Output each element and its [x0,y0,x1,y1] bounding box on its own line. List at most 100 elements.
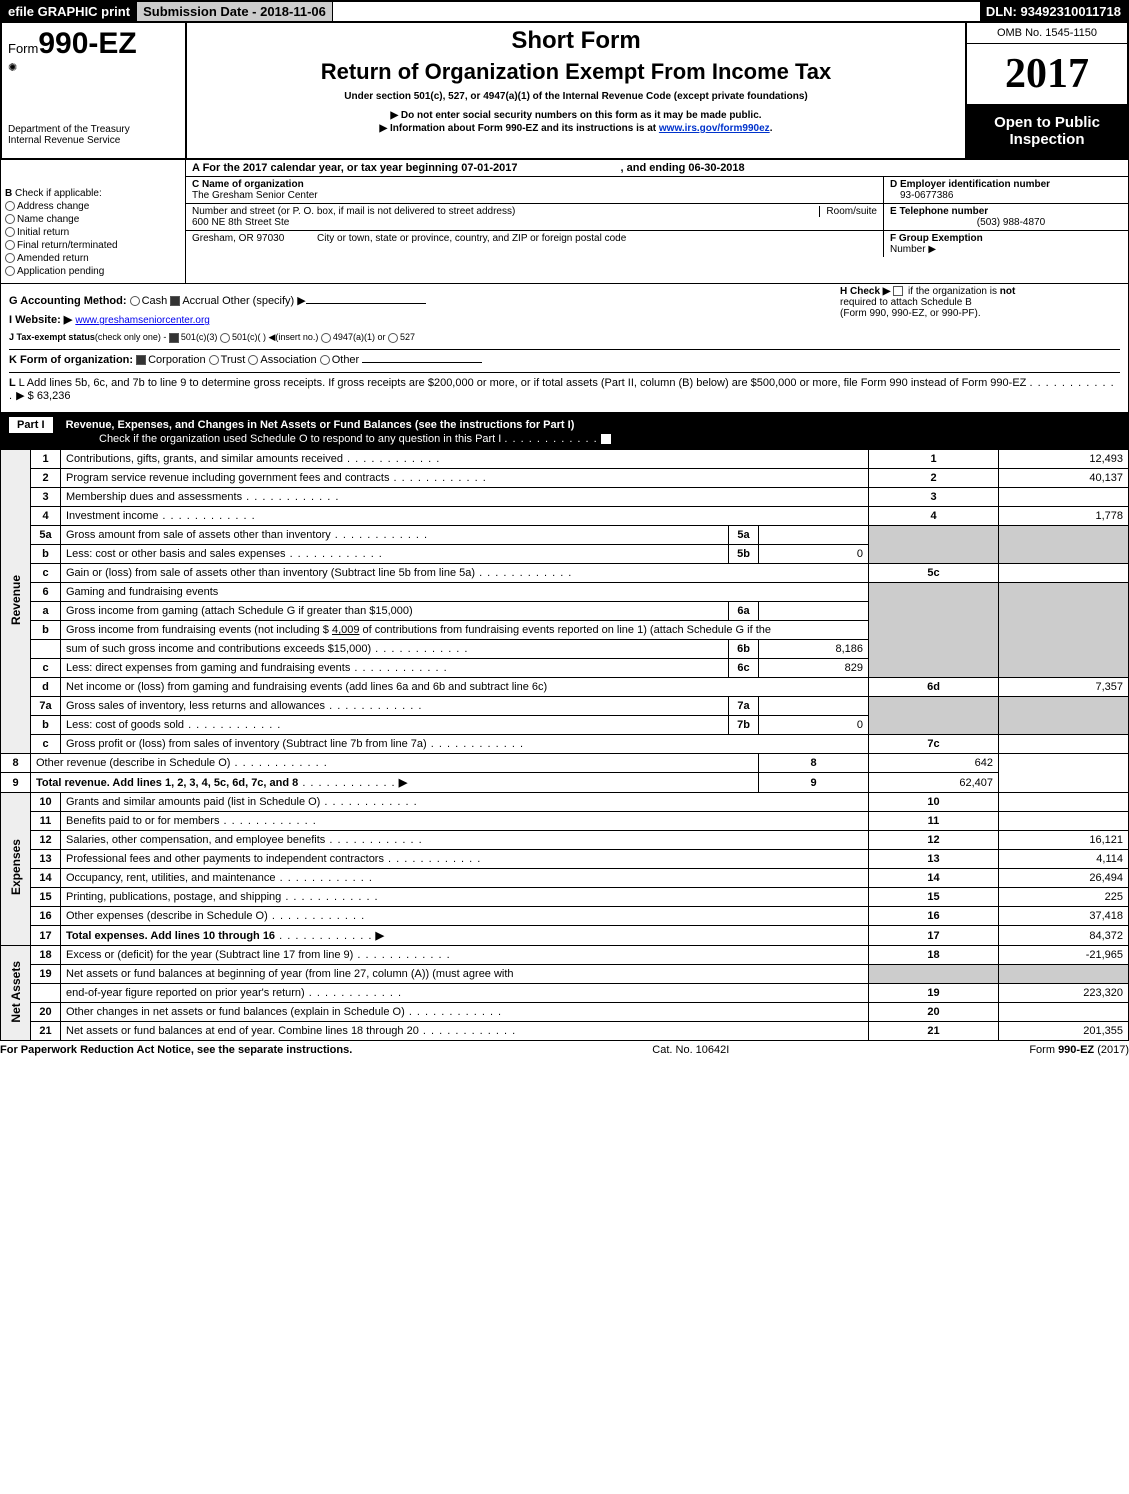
radio-icon[interactable] [130,296,140,306]
part1-title: Revenue, Expenses, and Changes in Net As… [66,419,575,431]
line-box: 3 [869,488,999,507]
line-box: 8 [759,754,869,773]
subbox-num: 5b [729,545,759,564]
radio-icon[interactable] [5,214,15,224]
form-990ez-text: 990-EZ [38,27,136,60]
line-box: 21 [869,1022,999,1041]
subbox-num: 7b [729,716,759,735]
table-row: 13 Professional fees and other payments … [1,850,1129,869]
subbox-num: 5a [729,526,759,545]
line-num: 8 [1,754,31,773]
table-row: 3 Membership dues and assessments 3 [1,488,1129,507]
radio-icon[interactable] [320,355,330,365]
radio-icon[interactable] [248,355,258,365]
g-cash: Cash [142,295,168,307]
line-num: b [31,716,61,735]
line-desc: Occupancy, rent, utilities, and maintena… [61,869,869,888]
grey-box [869,965,999,984]
line-num: 2 [31,469,61,488]
line-amount: 26,494 [999,869,1129,888]
l-amount: ▶ $ 63,236 [16,390,70,402]
checkbox-icon[interactable] [169,333,179,343]
b-label: B [5,188,12,199]
room-label: Room/suite [819,206,877,217]
addr-label: Number and street (or P. O. box, if mail… [192,206,515,217]
radio-icon[interactable] [5,240,15,250]
begin-date: 07-01-2017 [461,162,517,174]
line-desc: Other changes in net assets or fund bala… [61,1003,869,1022]
table-row: 7a Gross sales of inventory, less return… [1,697,1129,716]
footer-right: Form 990-EZ (2017) [1029,1044,1129,1056]
k-corp: Corporation [148,354,205,366]
line-num: 21 [31,1022,61,1041]
radio-icon[interactable] [5,253,15,263]
table-row: c Gross profit or (loss) from sales of i… [1,735,1129,754]
checkbox-icon[interactable] [170,296,180,306]
line-box: 16 [869,907,999,926]
table-row: 14 Occupancy, rent, utilities, and maint… [1,869,1129,888]
line-desc: Gross amount from sale of assets other t… [61,526,729,545]
j-501c3: 501(c)(3) [181,332,218,342]
info-link[interactable]: www.irs.gov/form990ez [659,123,770,134]
short-form-title: Short Form [195,27,957,55]
line-box: 12 [869,831,999,850]
line-a-prefix: A For the 2017 calendar year, or tax yea… [192,162,461,174]
line-box: 5c [869,564,999,583]
table-row: 4 Investment income 4 1,778 [1,507,1129,526]
radio-icon[interactable] [5,227,15,237]
radio-icon[interactable] [220,333,230,343]
k-trust: Trust [221,354,246,366]
line-num: c [31,564,61,583]
checkbox-icon[interactable] [893,286,903,296]
j-4947: 4947(a)(1) or [333,332,386,342]
footer-left: For Paperwork Reduction Act Notice, see … [0,1044,352,1056]
line-num: 15 [31,888,61,907]
checkbox-icon[interactable] [136,355,146,365]
part1-header: Part I Revenue, Expenses, and Changes in… [0,413,1129,449]
k-other: Other [332,354,360,366]
j-label: J Tax-exempt status [9,332,95,342]
radio-icon[interactable] [5,266,15,276]
subbox-num: 6b [729,640,759,659]
irs-logo-icon: ✺ [8,61,179,74]
header-center: Short Form Return of Organization Exempt… [187,23,967,158]
checkbox-icon[interactable]: ✓ [601,434,611,444]
k-assoc: Association [260,354,316,366]
part1-table: Revenue 1 Contributions, gifts, grants, … [0,449,1129,1041]
header-right: OMB No. 1545-1150 2017 Open to Public In… [967,23,1127,158]
line-h: H Check ▶ if the organization is not req… [840,286,1120,319]
city-label: City or town, state or province, country… [317,233,626,244]
dln-label: DLN: 93492310011718 [980,2,1127,21]
line-amount: 16,121 [999,831,1129,850]
part1-label: Part I [9,417,53,433]
radio-icon[interactable] [321,333,331,343]
check-initial: Initial return [5,227,181,238]
line-box: 14 [869,869,999,888]
line-desc: Net income or (loss) from gaming and fun… [61,678,869,697]
table-row: 16 Other expenses (describe in Schedule … [1,907,1129,926]
line-box: 10 [869,793,999,812]
radio-icon[interactable] [209,355,219,365]
l-text: L Add lines 5b, 6c, and 7b to line 9 to … [19,377,1027,389]
table-row: 6 Gaming and fundraising events [1,583,1129,602]
line-desc: Benefits paid to or for members [61,812,869,831]
line-num: a [31,602,61,621]
f-label: F Group Exemption [890,233,983,244]
info-prefix: ▶ Information about Form 990-EZ and its … [380,123,659,134]
line-desc: Net assets or fund balances at beginning… [61,965,869,984]
line-a: A For the 2017 calendar year, or tax yea… [186,160,1128,176]
city-value: Gresham, OR 97030 [192,233,284,244]
radio-icon[interactable] [5,201,15,211]
line-amount [999,735,1129,754]
table-row: 17 Total expenses. Add lines 10 through … [1,926,1129,946]
h-text2: required to attach Schedule B [840,297,972,308]
table-row: d Net income or (loss) from gaming and f… [1,678,1129,697]
table-row: 5a Gross amount from sale of assets othe… [1,526,1129,545]
line-amount: 84,372 [999,926,1129,946]
radio-icon[interactable] [388,333,398,343]
line-box: 20 [869,1003,999,1022]
line-box: 15 [869,888,999,907]
table-row: c Gain or (loss) from sale of assets oth… [1,564,1129,583]
form-number: Form990-EZ [8,27,179,61]
website-link[interactable]: www.greshamseniorcenter.org [75,315,210,326]
